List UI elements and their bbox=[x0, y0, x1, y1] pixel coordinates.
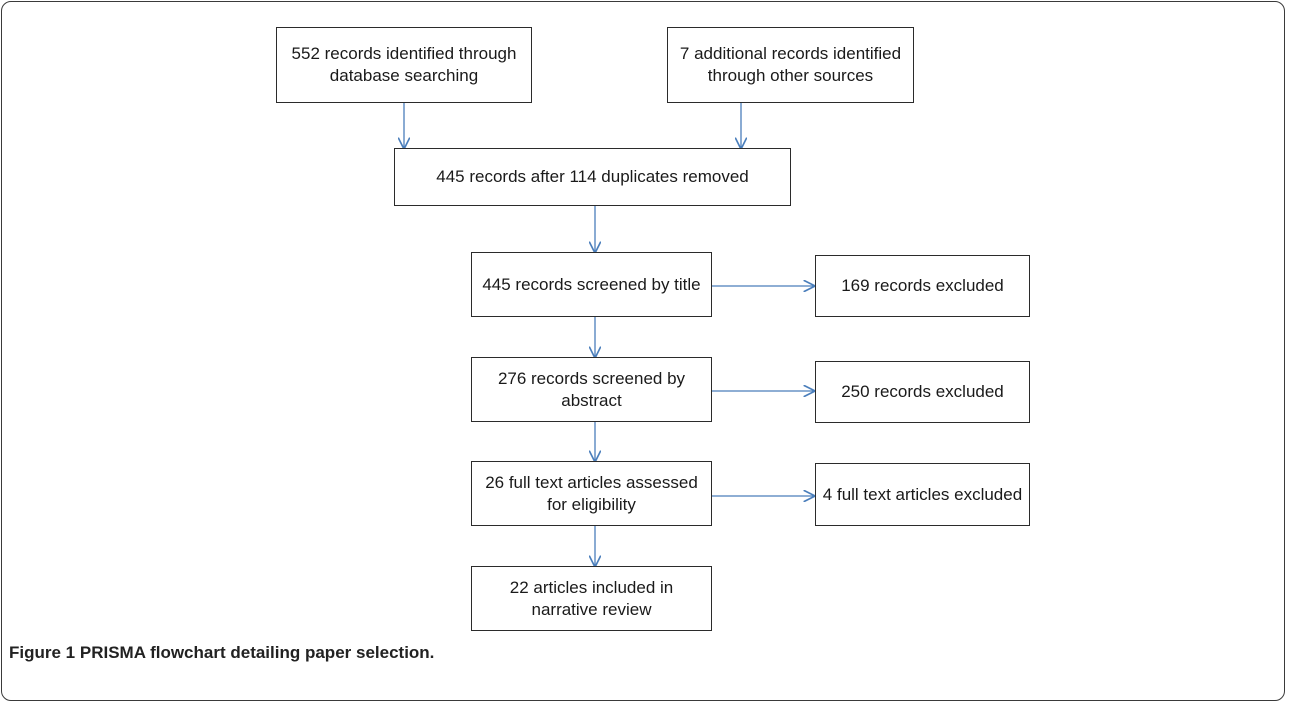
included-box: 22 articles included in narrative review bbox=[471, 566, 712, 631]
figure-caption: Figure 1 PRISMA flowchart detailing pape… bbox=[9, 643, 434, 663]
figure-title: PRISMA flowchart detailing paper selecti… bbox=[79, 643, 435, 662]
abstract-excluded-box: 250 records excluded bbox=[815, 361, 1030, 423]
fulltext-excluded-box: 4 full text articles excluded bbox=[815, 463, 1030, 526]
db-records-box: 552 records identified through database … bbox=[276, 27, 532, 103]
abstract-screened-box: 276 records screened by abstract bbox=[471, 357, 712, 422]
other-records-box: 7 additional records identified through … bbox=[667, 27, 914, 103]
flow-arrows bbox=[0, 103, 1290, 671]
figure-label: Figure 1 bbox=[9, 643, 76, 662]
title-screened-box: 445 records screened by title bbox=[471, 252, 712, 317]
title-excluded-box: 169 records excluded bbox=[815, 255, 1030, 317]
after-duplicates-box: 445 records after 114 duplicates removed bbox=[394, 148, 791, 206]
fulltext-assessed-box: 26 full text articles assessed for eligi… bbox=[471, 461, 712, 526]
